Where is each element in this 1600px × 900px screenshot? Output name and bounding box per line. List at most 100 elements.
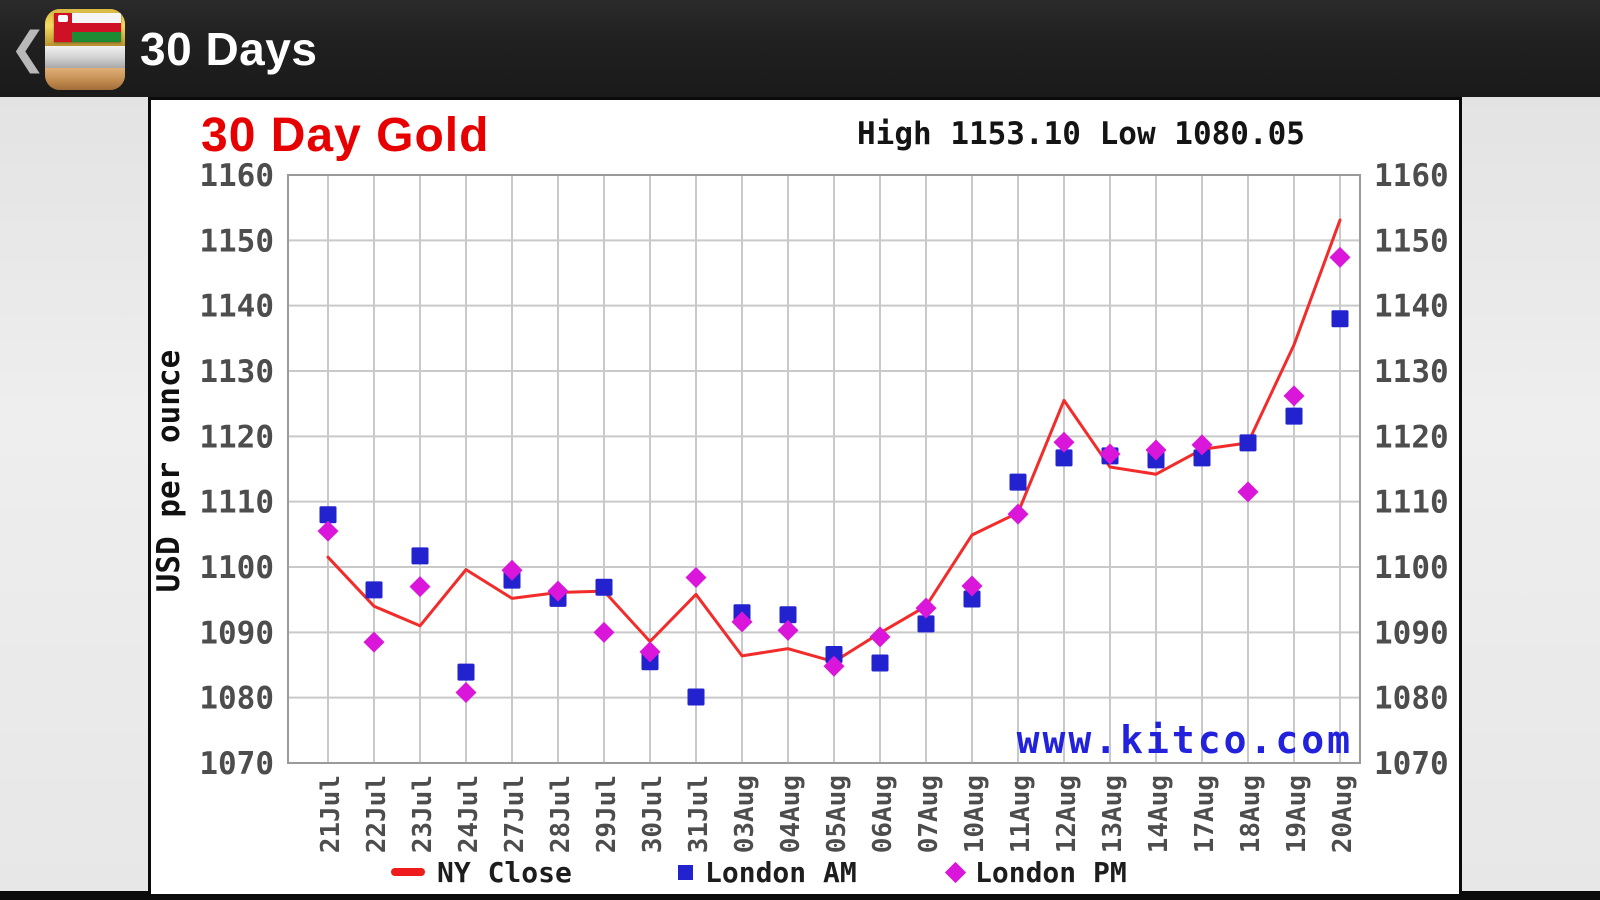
y-tick-label-left: 1120 bbox=[199, 419, 274, 455]
london-am-point bbox=[1193, 449, 1211, 467]
y-tick-label-right: 1080 bbox=[1374, 681, 1449, 717]
london-am-point bbox=[411, 547, 429, 565]
legend-label: London PM bbox=[975, 855, 1127, 889]
blue-square-marker-icon bbox=[678, 864, 693, 880]
y-tick-label-right: 1070 bbox=[1374, 746, 1449, 782]
kitco-watermark: www.kitco.com bbox=[1016, 718, 1353, 762]
x-tick-label: 07Aug bbox=[914, 775, 944, 853]
london-am-point bbox=[1331, 310, 1349, 328]
gold-chart-panel: 30 Day Gold High 1153.10 Low 1080.05 116… bbox=[148, 97, 1462, 897]
london-pm-point bbox=[1329, 246, 1351, 268]
london-am-point bbox=[1009, 473, 1027, 491]
gridlines bbox=[287, 174, 1361, 764]
x-tick-label: 21Jul bbox=[316, 775, 346, 853]
london-am-point bbox=[917, 615, 935, 633]
x-tick-label: 28Jul bbox=[546, 775, 576, 853]
london-pm-point bbox=[1145, 439, 1167, 461]
y-tick-label-right: 1100 bbox=[1374, 550, 1449, 586]
x-tick-label: 24Jul bbox=[454, 775, 484, 853]
x-tick-label: 29Jul bbox=[592, 775, 622, 853]
x-tick-label: 03Aug bbox=[730, 775, 760, 853]
legend-item-ny-close: NY Close bbox=[391, 852, 572, 892]
price-chart: 1160 1160 1150 1150 1140 1140 1130 1130 1120 1120… bbox=[199, 158, 1448, 853]
x-tick-label: 11Aug bbox=[1006, 775, 1036, 853]
london-pm-point bbox=[317, 520, 339, 542]
magenta-diamond-marker-icon bbox=[944, 861, 967, 883]
y-tick-label-right: 1110 bbox=[1374, 485, 1449, 521]
red-line-marker-icon bbox=[391, 868, 425, 876]
london-am-point bbox=[871, 654, 889, 672]
london-pm-point bbox=[1237, 481, 1259, 503]
x-tick-label: 22Jul bbox=[362, 775, 392, 853]
y-axis-title: USD per ounce bbox=[151, 349, 187, 593]
y-tick-label-left: 1100 bbox=[199, 550, 274, 586]
london-am-point bbox=[1055, 449, 1073, 467]
london-am-point bbox=[963, 590, 981, 608]
y-tick-label-left: 1140 bbox=[199, 289, 274, 325]
london-pm-point bbox=[455, 681, 477, 703]
back-chevron-icon: ❮ bbox=[9, 23, 47, 74]
london-pm-point bbox=[593, 621, 615, 643]
y-tick-label-left: 1160 bbox=[199, 158, 274, 194]
london-am-point bbox=[825, 646, 843, 664]
legend-item-london-pm: London PM bbox=[944, 852, 1127, 892]
london-am-point bbox=[365, 581, 383, 599]
london-pm-point bbox=[547, 580, 569, 602]
london-pm-point bbox=[639, 641, 661, 663]
x-tick-label: 17Aug bbox=[1190, 775, 1220, 853]
london-pm-point bbox=[777, 619, 799, 641]
axis-labels: 1160 1160 1150 1150 1140 1140 1130 1130 1120 1120… bbox=[199, 158, 1448, 853]
bronze-bar-icon bbox=[45, 68, 125, 90]
london-pm-point bbox=[501, 559, 523, 581]
chart-title: 30 Day Gold bbox=[201, 109, 490, 162]
y-tick-label-left: 1150 bbox=[199, 223, 274, 259]
london-pm-point bbox=[961, 575, 983, 597]
legend-label: London AM bbox=[705, 855, 857, 889]
x-tick-label: 30Jul bbox=[638, 775, 668, 853]
london-pm-point bbox=[915, 597, 937, 619]
london-am-point bbox=[687, 688, 705, 706]
x-tick-label: 05Aug bbox=[822, 775, 852, 853]
london-pm-point bbox=[1191, 434, 1213, 456]
london-am-point bbox=[1285, 407, 1303, 425]
y-tick-label-right: 1120 bbox=[1374, 419, 1449, 455]
x-tick-label: 20Aug bbox=[1328, 775, 1358, 853]
y-tick-label-right: 1150 bbox=[1374, 223, 1449, 259]
london-pm-point bbox=[731, 611, 753, 633]
london-am-point bbox=[319, 506, 337, 524]
oman-flag-icon bbox=[53, 13, 121, 43]
back-button[interactable]: ❮ bbox=[8, 22, 48, 76]
y-tick-label-left: 1130 bbox=[199, 354, 274, 390]
london-pm-point bbox=[409, 576, 431, 598]
london-pm-point bbox=[869, 626, 891, 648]
london-pm-point bbox=[823, 655, 845, 677]
x-tick-label: 10Aug bbox=[960, 775, 990, 853]
y-tick-label-right: 1130 bbox=[1374, 354, 1449, 390]
london-am-point bbox=[779, 606, 797, 624]
london-pm-point bbox=[1053, 431, 1075, 453]
page-title: 30 Days bbox=[140, 23, 318, 75]
x-tick-label: 04Aug bbox=[776, 775, 806, 853]
legend-label: NY Close bbox=[437, 855, 572, 889]
london-pm-point bbox=[1007, 503, 1029, 525]
london-am-point bbox=[1239, 434, 1257, 452]
y-tick-label-right: 1090 bbox=[1374, 615, 1449, 651]
x-tick-label: 18Aug bbox=[1236, 775, 1266, 853]
data-series bbox=[317, 218, 1351, 706]
london-pm-point bbox=[1099, 443, 1121, 465]
app-icon bbox=[45, 9, 125, 90]
london-am-point bbox=[457, 663, 475, 681]
london-am-point bbox=[595, 578, 613, 596]
y-tick-label-left: 1080 bbox=[199, 681, 274, 717]
x-tick-label: 27Jul bbox=[500, 775, 530, 853]
high-low-readout: High 1153.10 Low 1080.05 bbox=[857, 116, 1305, 152]
y-tick-label-left: 1090 bbox=[199, 615, 274, 651]
x-tick-label: 12Aug bbox=[1052, 775, 1082, 853]
y-tick-label-left: 1070 bbox=[199, 746, 274, 782]
app-header: ❮ 30 Days bbox=[0, 0, 1600, 97]
y-tick-label-right: 1160 bbox=[1374, 158, 1449, 194]
plot-border bbox=[287, 174, 1361, 764]
silver-bar-icon bbox=[45, 46, 125, 69]
x-tick-label: 19Aug bbox=[1282, 775, 1312, 853]
london-pm-point bbox=[1283, 385, 1305, 407]
